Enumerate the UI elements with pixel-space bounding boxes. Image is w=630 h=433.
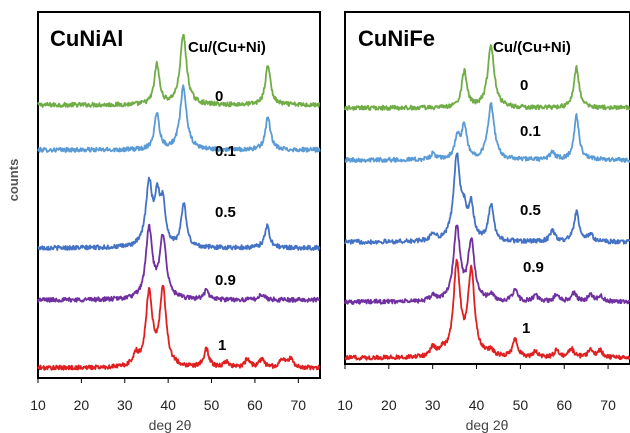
x-tick-label: 10	[337, 397, 353, 413]
series-line-0.9	[37, 223, 321, 303]
x-tick-label: 70	[291, 397, 307, 413]
series-line-0.9	[344, 224, 630, 305]
panel-title: CuNiFe	[358, 26, 435, 51]
series-label: 1	[522, 320, 530, 337]
series-label: 0.9	[523, 259, 544, 276]
series-line-0	[344, 44, 630, 111]
panel-title: CuNiAl	[50, 26, 123, 51]
plot-frame	[37, 11, 321, 379]
x-tick-label: 70	[600, 397, 616, 413]
x-tick-label: 20	[74, 397, 90, 413]
series-label: 0.9	[215, 272, 236, 289]
series-label: 0.5	[520, 202, 541, 219]
series-label: 0.1	[520, 123, 541, 140]
series-line-0.1	[344, 102, 630, 163]
panel-cuniAl: CuNiAl Cu/(Cu+Ni) 0 0.1 0.5 0.9 1 10 20 30 40 50 60 7…	[30, 11, 321, 433]
series-line-0.5	[344, 152, 630, 245]
series-line-0	[37, 33, 320, 108]
x-tick-label: 40	[160, 397, 176, 413]
x-tick-label: 30	[117, 397, 133, 413]
legend-title: Cu/(Cu+Ni)	[493, 39, 571, 56]
series-label: 0	[520, 77, 528, 94]
y-axis-label: counts	[6, 159, 21, 202]
series-line-1	[37, 284, 321, 371]
series-label: 0	[215, 88, 223, 105]
x-tick-label: 30	[425, 397, 441, 413]
series-line-0.5	[37, 176, 321, 251]
x-tick-label: 60	[247, 397, 263, 413]
x-tick-label: 50	[204, 397, 220, 413]
x-tick-label: 40	[469, 397, 485, 413]
legend-title: Cu/(Cu+Ni)	[188, 39, 266, 56]
series-label: 0.1	[215, 143, 236, 160]
x-tick-label: 60	[556, 397, 572, 413]
series-label: 0.5	[215, 204, 236, 221]
x-tick-label: 10	[30, 397, 46, 413]
series-label: 1	[218, 337, 226, 354]
x-axis-label: deg 2θ	[466, 417, 509, 433]
x-axis-label: deg 2θ	[149, 417, 192, 433]
series-line-0.1	[37, 84, 321, 153]
x-tick-label: 50	[513, 397, 529, 413]
x-tick-label: 20	[381, 397, 397, 413]
plot-frame	[344, 11, 630, 365]
series-line-1	[344, 258, 630, 361]
panel-cunife: CuNiFe Cu/(Cu+Ni) 0 0.1 0.5 0.9 1 10 20 30 40 50 60 7…	[337, 11, 630, 433]
